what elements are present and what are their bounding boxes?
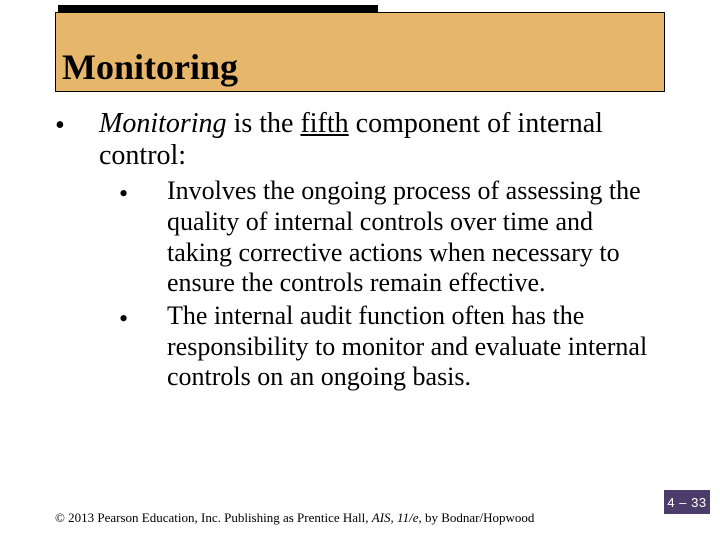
bullet-icon: • (55, 108, 99, 172)
lead-italic: Monitoring (99, 108, 227, 139)
lead-underline: fifth (300, 108, 348, 139)
body-content: • Monitoring is the fifth component of i… (55, 108, 655, 393)
list-item: • The internal audit function often has … (119, 301, 655, 393)
sub-item-text: Involves the ongoing process of assessin… (167, 176, 655, 299)
footer-copyright: © 2013 Pearson Education, Inc. Publishin… (55, 510, 534, 526)
page-number-badge: 4 – 33 (664, 490, 710, 514)
sub-item-text: The internal audit function often has th… (167, 301, 655, 393)
slide: Monitoring • Monitoring is the fifth com… (0, 0, 720, 540)
lead-mid: is the (227, 108, 301, 139)
copyright-symbol: © (55, 510, 65, 525)
footer-ais: AIS, 11/e (372, 510, 419, 525)
sub-list: • Involves the ongoing process of assess… (119, 176, 655, 393)
list-item: • Involves the ongoing process of assess… (119, 176, 655, 299)
lead-text: Monitoring is the fifth component of int… (99, 108, 655, 172)
footer-post: , by Bodnar/Hopwood (418, 510, 534, 525)
slide-title: Monitoring (62, 46, 238, 88)
list-item: • Monitoring is the fifth component of i… (55, 108, 655, 172)
footer-pre: 2013 Pearson Education, Inc. Publishing … (65, 510, 372, 525)
bullet-icon: • (119, 301, 167, 393)
bullet-icon: • (119, 176, 167, 299)
page-number: 4 – 33 (667, 495, 706, 510)
